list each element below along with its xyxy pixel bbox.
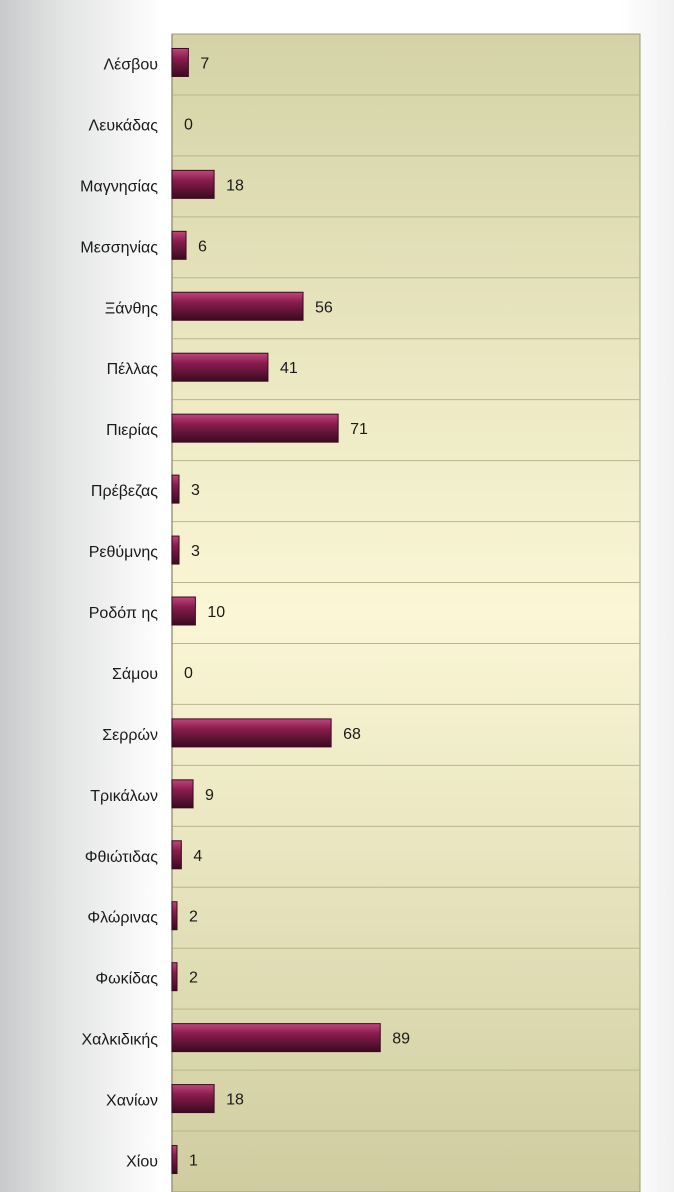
bar bbox=[171, 535, 180, 565]
value-label: 56 bbox=[315, 299, 333, 316]
category-label: Πρέβεζας bbox=[91, 483, 158, 500]
bar bbox=[171, 901, 178, 931]
value-label: 10 bbox=[207, 604, 225, 621]
value-label: 2 bbox=[189, 970, 198, 987]
category-label: Λέσβου bbox=[103, 56, 158, 73]
value-label: 0 bbox=[184, 665, 193, 682]
value-label: 6 bbox=[198, 238, 207, 255]
value-label: 68 bbox=[343, 726, 361, 743]
category-label: Ροδόπ ης bbox=[89, 605, 159, 622]
value-labels: 7 0 18 6 56 41 71 3 3 10 0 68 9 4 2 2 89 18 1 bbox=[184, 55, 410, 1169]
value-label: 89 bbox=[392, 1031, 410, 1048]
value-label: 41 bbox=[280, 360, 298, 377]
bar bbox=[171, 291, 304, 321]
value-label: 3 bbox=[191, 543, 200, 560]
category-label: Τρικάλων bbox=[90, 788, 158, 805]
value-label: 7 bbox=[200, 55, 209, 72]
value-label: 1 bbox=[189, 1153, 198, 1170]
bar bbox=[171, 474, 180, 504]
value-label: 3 bbox=[191, 482, 200, 499]
category-label: Χανίων bbox=[106, 1093, 158, 1110]
category-label: Λευκάδας bbox=[89, 117, 159, 134]
value-label: 71 bbox=[350, 421, 368, 438]
category-label: Ρεθύμνης bbox=[89, 544, 159, 561]
value-label: 4 bbox=[193, 848, 202, 865]
value-label: 9 bbox=[205, 787, 214, 804]
category-label: Μαγνησίας bbox=[80, 178, 158, 195]
value-label: 2 bbox=[189, 909, 198, 926]
bar bbox=[171, 840, 182, 870]
category-label: Φωκίδας bbox=[95, 971, 158, 988]
bar bbox=[171, 1023, 381, 1053]
category-label: Χαλκιδικής bbox=[81, 1032, 158, 1049]
value-label: 18 bbox=[226, 1092, 244, 1109]
category-label: Χίου bbox=[126, 1154, 158, 1171]
category-label: Σερρών bbox=[102, 727, 158, 744]
bar bbox=[171, 962, 178, 992]
bars bbox=[171, 47, 381, 1175]
value-label: 18 bbox=[226, 177, 244, 194]
category-label: Ξάνθης bbox=[105, 300, 158, 317]
bar bbox=[171, 47, 189, 77]
category-labels: Λέσβου Λευκάδας Μαγνησίας Μεσσηνίας Ξάνθης Πέ… bbox=[80, 56, 158, 1170]
category-label: Πιερίας bbox=[106, 422, 158, 439]
category-label: Φλώρινας bbox=[87, 910, 158, 927]
bar bbox=[171, 230, 187, 260]
bar bbox=[171, 779, 194, 809]
bar bbox=[171, 718, 332, 748]
bar bbox=[171, 413, 339, 443]
bar bbox=[171, 169, 215, 199]
plot-area bbox=[171, 33, 641, 1192]
gridlines bbox=[172, 94, 640, 1132]
category-label: Μεσσηνίας bbox=[80, 239, 158, 256]
category-label: Σάμου bbox=[112, 666, 158, 683]
category-label: Πέλλας bbox=[107, 361, 159, 378]
category-label: Φθιώτιδας bbox=[85, 849, 159, 866]
bar bbox=[171, 1084, 215, 1114]
bar bbox=[171, 596, 196, 626]
value-label: 0 bbox=[184, 116, 193, 133]
bar bbox=[171, 1145, 178, 1175]
bar bbox=[171, 352, 269, 382]
